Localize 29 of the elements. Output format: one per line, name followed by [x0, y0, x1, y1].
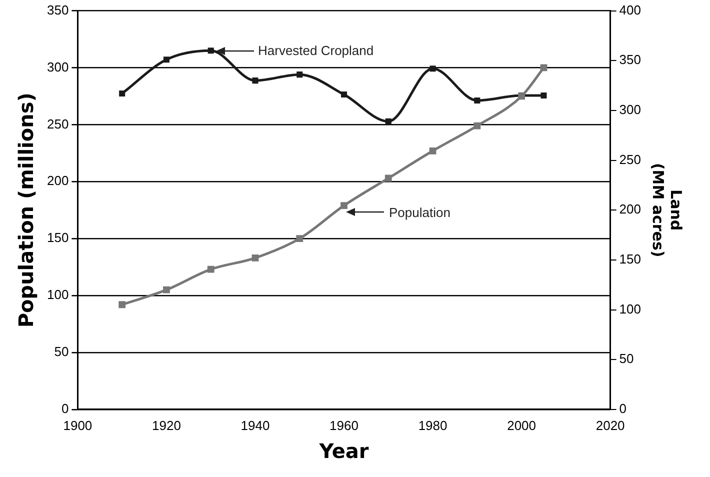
y-tick-label: 350: [46, 2, 69, 18]
x-tick-label: 1980: [418, 418, 448, 433]
y-tick-label: 0: [61, 400, 69, 416]
x-tick-label: 2000: [507, 418, 536, 433]
x-tick-label: 1960: [330, 418, 358, 433]
x-tick-label: 1920: [152, 418, 181, 433]
x-tick-label: 1940: [240, 418, 270, 433]
y-axis-title: Population (millions): [14, 92, 38, 328]
annotation: Harvested Cropland: [258, 43, 374, 58]
y-tick-label: 100: [46, 287, 69, 302]
y-tick-label: 50: [54, 344, 69, 360]
y2-tick-label: 300: [619, 102, 642, 118]
y-tick-label: 150: [46, 230, 69, 246]
y2-tick-label: 400: [619, 2, 642, 18]
y2-tick-label: 0: [619, 400, 627, 416]
y2-tick-label: 200: [619, 202, 642, 217]
x-tick-label: 1900: [63, 418, 92, 433]
x-tick-label: 2020: [596, 418, 625, 433]
y2-tick-label: 150: [619, 252, 642, 267]
y2-tick-label: 250: [619, 152, 642, 167]
y-tick-label: 300: [46, 59, 69, 74]
y2-tick-label: 50: [619, 351, 634, 366]
annotation: Population: [389, 205, 450, 220]
y-tick-label: 200: [46, 173, 69, 188]
y2-tick-label: 100: [619, 301, 642, 316]
y2-tick-label: 350: [619, 52, 642, 68]
y-tick-label: 250: [46, 116, 69, 132]
x-axis-title: Year: [318, 439, 369, 464]
y2-axis-title: Land (MM acres): [649, 162, 686, 258]
